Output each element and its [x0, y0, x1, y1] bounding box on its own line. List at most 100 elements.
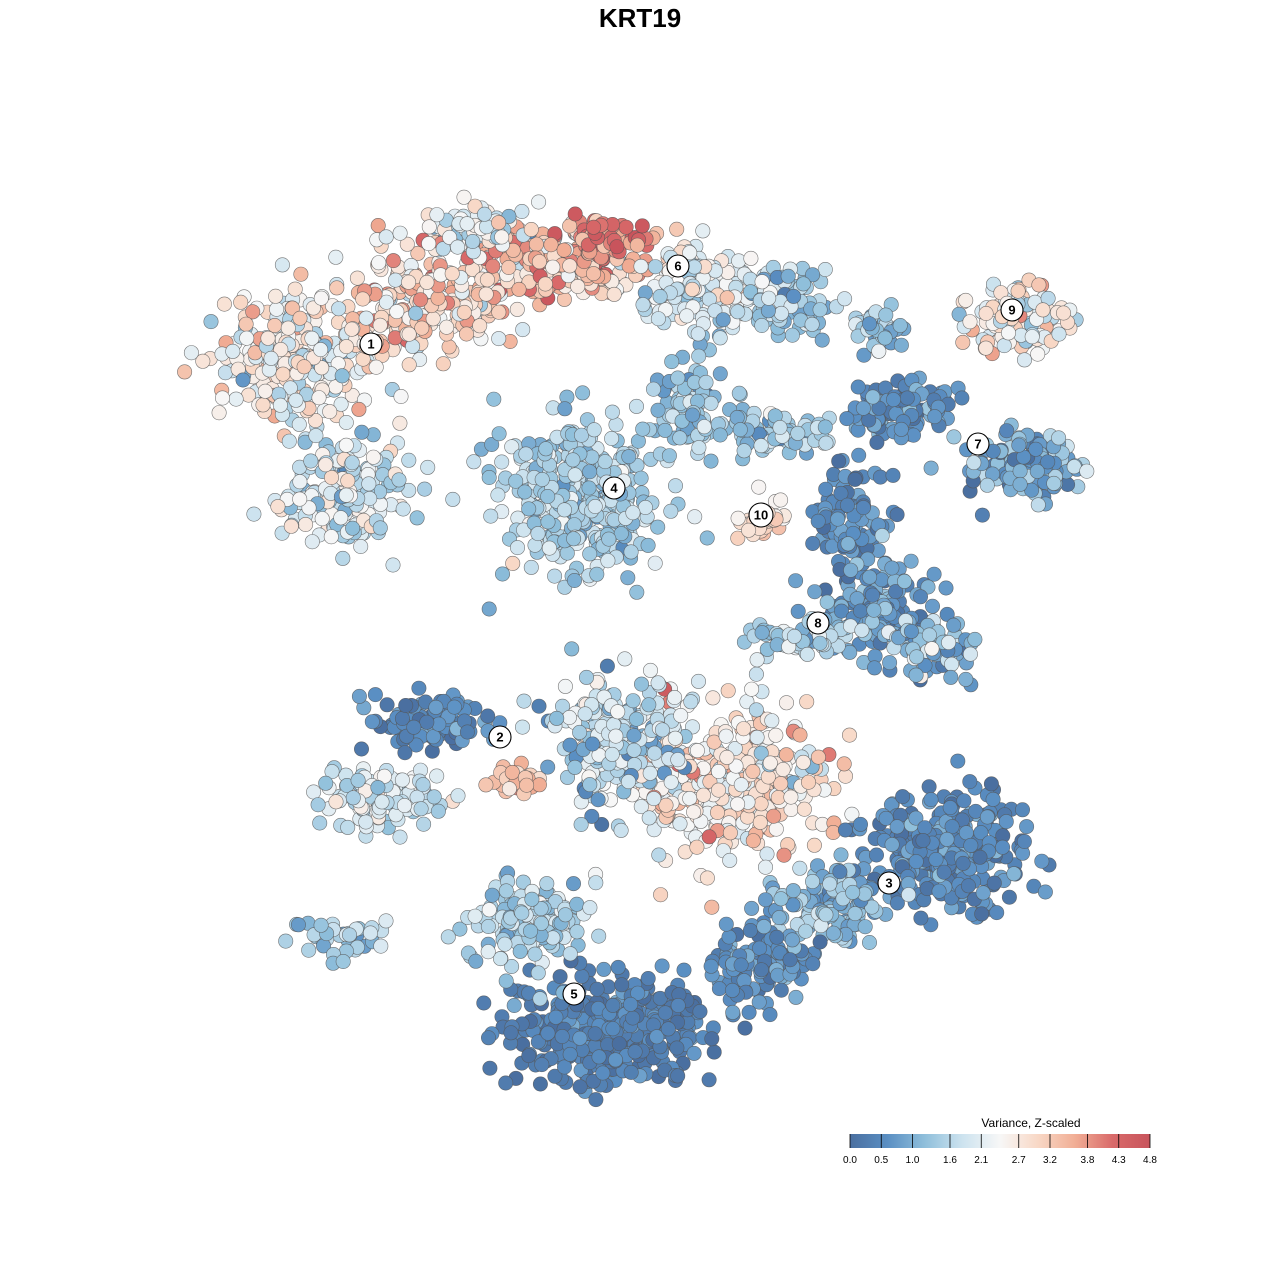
cell-point — [736, 443, 752, 459]
cell-point — [328, 249, 344, 265]
cell-point — [958, 825, 974, 841]
cell-point — [610, 704, 626, 720]
cell-point — [607, 1052, 623, 1068]
cell-point — [498, 973, 514, 989]
cell-point — [967, 631, 983, 647]
cell-point — [778, 695, 794, 711]
cell-point — [374, 794, 390, 810]
cell-point — [962, 774, 978, 790]
cell-point — [756, 919, 772, 935]
cell-point — [762, 1007, 778, 1023]
cell-point — [310, 797, 326, 813]
cell-point — [338, 339, 354, 355]
cell-point — [420, 459, 436, 475]
cell-point — [814, 332, 830, 348]
cell-point — [371, 255, 387, 271]
cell-point — [917, 820, 933, 836]
cell-point — [562, 1046, 578, 1062]
cell-point — [604, 746, 620, 762]
cell-point — [414, 320, 430, 336]
cell-point — [572, 1030, 588, 1046]
cell-point — [641, 697, 657, 713]
cell-point — [698, 374, 714, 390]
cell-point — [585, 266, 601, 282]
cell-point — [409, 510, 425, 526]
cell-point — [574, 968, 590, 984]
cell-point — [640, 970, 656, 986]
cell-point — [293, 266, 309, 282]
cell-point — [216, 296, 232, 312]
cell-point — [692, 1003, 708, 1019]
cell-point — [605, 997, 621, 1013]
cell-point — [401, 326, 417, 342]
cell-point — [539, 876, 555, 892]
cell-point — [626, 742, 642, 758]
cell-point — [280, 320, 296, 336]
cell-point — [572, 1079, 588, 1095]
cell-point — [304, 330, 320, 346]
cell-point — [478, 777, 494, 793]
cell-point — [733, 957, 749, 973]
cell-point — [595, 1065, 611, 1081]
cell-point — [768, 727, 784, 743]
cell-point — [503, 1025, 519, 1041]
cell-point — [978, 340, 994, 356]
cell-point — [733, 777, 749, 793]
cell-point — [524, 891, 540, 907]
cell-point — [389, 304, 405, 320]
cell-point — [769, 929, 785, 945]
cell-point — [301, 942, 317, 958]
cell-point — [355, 291, 371, 307]
cell-point — [998, 814, 1014, 830]
cell-point — [401, 357, 417, 373]
cell-point — [822, 876, 838, 892]
cell-point — [646, 791, 662, 807]
cell-point — [543, 237, 559, 253]
cell-point — [913, 910, 929, 926]
cell-point — [531, 777, 547, 793]
cell-point — [650, 675, 666, 691]
cell-point — [864, 587, 880, 603]
cell-point — [885, 467, 901, 483]
cell-point — [225, 343, 241, 359]
cell-point — [628, 711, 644, 727]
cell-point — [1011, 437, 1027, 453]
cell-point — [340, 819, 356, 835]
cell-point — [690, 326, 706, 342]
cell-point — [1037, 884, 1053, 900]
cell-point — [540, 514, 556, 530]
cell-point — [378, 229, 394, 245]
cell-point — [610, 959, 626, 975]
cell-point — [331, 301, 347, 317]
cell-point — [456, 189, 472, 205]
cell-point — [650, 311, 666, 327]
cell-point — [724, 982, 740, 998]
cell-point — [466, 454, 482, 470]
cell-point — [749, 652, 765, 668]
cell-point — [923, 460, 939, 476]
cell-point — [590, 792, 606, 808]
cell-point — [588, 1092, 604, 1108]
cell-point — [921, 627, 937, 643]
cell-point — [833, 847, 849, 863]
cluster-label-3: 3 — [877, 871, 901, 895]
cell-point — [731, 385, 747, 401]
cell-point — [305, 300, 321, 316]
cell-point — [618, 219, 634, 235]
cell-point — [608, 728, 624, 744]
cell-point — [304, 534, 320, 550]
cell-point — [588, 875, 604, 891]
cell-point — [958, 292, 974, 308]
cell-point — [983, 776, 999, 792]
cell-point — [620, 774, 636, 790]
cell-point — [866, 602, 882, 618]
cell-point — [1028, 441, 1044, 457]
cell-point — [753, 438, 769, 454]
cell-point — [398, 697, 414, 713]
cell-point — [531, 254, 547, 270]
cell-point — [368, 359, 384, 375]
cell-point — [228, 391, 244, 407]
cluster-label-text: 8 — [814, 616, 821, 631]
cell-point — [586, 219, 602, 235]
cell-point — [855, 500, 871, 516]
